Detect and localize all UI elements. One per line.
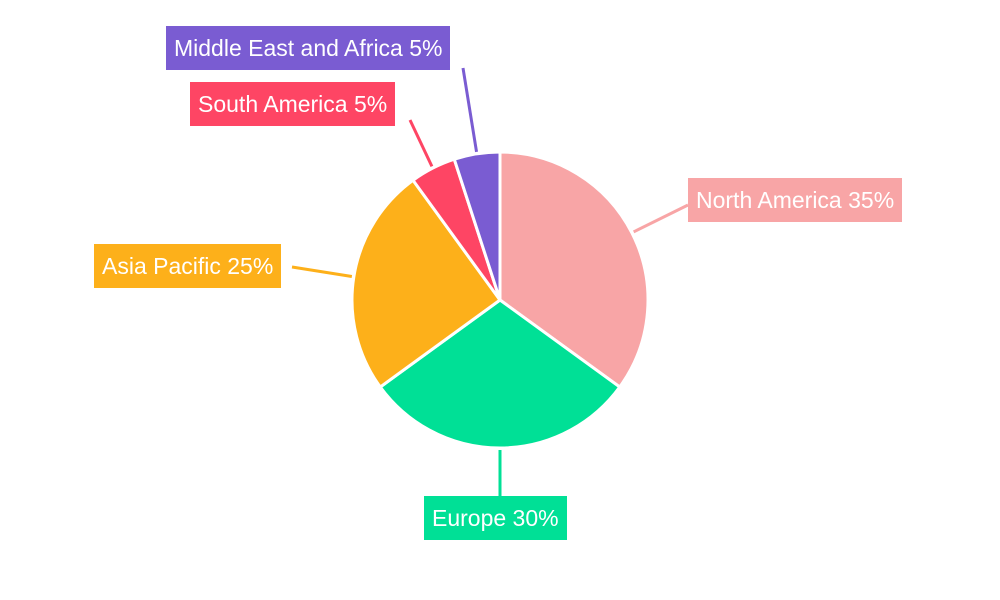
leader-line-north-america — [632, 203, 689, 234]
label-asia-pacific: Asia Pacific 25% — [94, 244, 282, 288]
pie-slice-europe — [378, 298, 622, 450]
label-middle-east-and-africa: Middle East and Africa 5% — [166, 26, 451, 70]
leader-line-south-america — [408, 119, 434, 167]
pie-slice-north-america — [498, 150, 650, 390]
label-europe: Europe 30% — [424, 496, 567, 540]
pie-slice-middle-east-and-africa — [452, 150, 502, 301]
leader-line-asia-pacific — [291, 265, 353, 279]
pie-slice-asia-pacific — [350, 178, 503, 390]
label-south-america: South America 5% — [190, 82, 396, 126]
leader-line-middle-east-and-africa — [461, 67, 479, 153]
label-north-america: North America 35% — [688, 178, 903, 222]
